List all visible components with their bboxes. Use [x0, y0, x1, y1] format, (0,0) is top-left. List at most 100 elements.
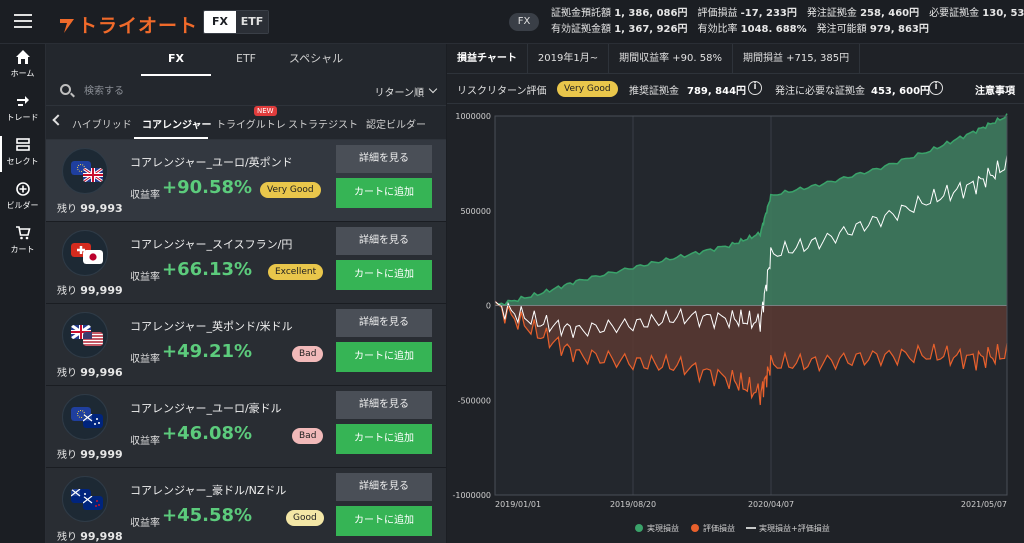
add-to-cart-button[interactable]: カートに追加 — [336, 506, 432, 536]
rating-badge: Bad — [292, 346, 324, 362]
currency-pair-avatar — [62, 148, 108, 194]
chart-panel: 損益チャート 2019年1月~ 期間収益率 +90. 58% 期間損益 +715… — [447, 44, 1024, 543]
nav-home[interactable]: ホーム — [0, 44, 45, 88]
y-tick-label: 500000 — [460, 207, 491, 216]
left-nav: ホーム トレード セレクト ビルダー カート — [0, 44, 46, 543]
return-label: 収益率 — [130, 354, 160, 365]
detail-button[interactable]: 詳細を見る — [336, 391, 432, 419]
stats-row-1: 証拠金預託額 1, 386, 086円 評価損益 -17, 233円 発注証拠金… — [551, 6, 1024, 22]
x-tick-label: 2019/08/20 — [610, 500, 656, 509]
currency-pair-avatar — [62, 312, 108, 358]
mode-toggle: FX ETF — [203, 10, 269, 34]
detail-button[interactable]: 詳細を見る — [336, 145, 432, 173]
info-icon[interactable]: i — [748, 81, 762, 95]
return-label: 収益率 — [130, 518, 160, 529]
home-icon — [0, 49, 45, 67]
current-mode-badge: FX — [509, 13, 539, 31]
tab-special[interactable]: スペシャル — [288, 52, 344, 65]
remaining-count: 残り 99,996 — [57, 366, 123, 379]
return-value: +46.08% — [162, 423, 253, 444]
x-tick-label: 2020/04/07 — [748, 500, 794, 509]
chevron-down-icon[interactable] — [428, 84, 438, 94]
unrealized-line — [494, 300, 1008, 406]
return-value: +45.58% — [162, 505, 253, 526]
cart-icon — [0, 225, 45, 243]
return-value: +90.58% — [162, 177, 253, 198]
required-margin-label: 発注に必要な証拠金 — [775, 86, 865, 97]
legend-swatch — [635, 524, 643, 532]
add-to-cart-button[interactable]: カートに追加 — [336, 424, 432, 454]
account-stats: 証拠金預託額 1, 386, 086円 評価損益 -17, 233円 発注証拠金… — [551, 6, 1024, 38]
stat-unrealized: 評価損益 -17, 233円 — [697, 8, 797, 19]
us-flag-icon — [83, 332, 103, 346]
chart-tabs: 損益チャート 2019年1月~ 期間収益率 +90. 58% 期間損益 +715… — [447, 44, 1024, 74]
menu-icon[interactable] — [14, 14, 32, 28]
legend-swatch — [691, 524, 699, 532]
category-tabs: ハイブリッド コアレンジャー トライグルトレ NEW ストラテジスト 認定ビルダ… — [46, 106, 503, 140]
remaining-count: 残り 99,999 — [57, 284, 123, 297]
realized-area — [495, 113, 1007, 306]
risk-label: リスクリターン評価 — [457, 86, 547, 97]
period-selector[interactable]: 2019年1月~ — [528, 44, 610, 73]
stat-deposit: 証拠金預託額 1, 386, 086円 — [551, 8, 688, 19]
nz-flag-icon — [83, 496, 103, 510]
category-triangle-trade[interactable]: トライグルトレ — [216, 120, 286, 131]
stat-required-margin: 必要証拠金 130, 530円 — [929, 8, 1024, 19]
strategy-card[interactable]: 残り 99,999 コアレンジャー_スイスフラン/円 収益率 +66.13% E… — [46, 222, 446, 304]
nav-cart[interactable]: カート — [0, 220, 45, 264]
nav-builder[interactable]: ビルダー — [0, 176, 45, 220]
detail-button[interactable]: 詳細を見る — [336, 309, 432, 337]
y-tick-label: 1000000 — [455, 112, 491, 121]
strategy-card[interactable]: 残り 99,996 コアレンジャー_英ポンド/米ドル 収益率 +49.21% B… — [46, 304, 446, 386]
chevron-left-icon[interactable] — [52, 114, 64, 126]
nav-select[interactable]: セレクト — [0, 132, 45, 176]
detail-button[interactable]: 詳細を見る — [336, 473, 432, 501]
info-icon[interactable]: i — [929, 81, 943, 95]
strategy-list: 残り 99,993 コアレンジャー_ユーロ/英ポンド 収益率 +90.58% V… — [46, 140, 446, 543]
add-to-cart-button[interactable]: カートに追加 — [336, 178, 432, 208]
stat-order-margin: 発注証拠金 258, 460円 — [806, 8, 920, 19]
strategy-card[interactable]: 残り 99,993 コアレンジャー_ユーロ/英ポンド 収益率 +90.58% V… — [46, 140, 446, 222]
remaining-count: 残り 99,993 — [57, 202, 123, 215]
select-icon — [0, 137, 45, 155]
stat-effective-margin: 有効証拠金額 1, 367, 926円 — [551, 24, 688, 35]
category-certified-builder[interactable]: 認定ビルダー — [366, 120, 426, 131]
mode-etf-button[interactable]: ETF — [236, 11, 268, 33]
nav-trade[interactable]: トレード — [0, 88, 45, 132]
notice-link[interactable]: 注意事項 — [975, 86, 1015, 97]
currency-pair-avatar — [62, 476, 108, 522]
search-icon — [60, 84, 71, 95]
new-badge: NEW — [254, 106, 277, 116]
mode-fx-button[interactable]: FX — [204, 11, 236, 33]
trade-icon — [0, 93, 45, 111]
y-tick-label: 0 — [486, 302, 491, 311]
strategy-card[interactable]: 残り 99,999 コアレンジャー_ユーロ/豪ドル 収益率 +46.08% Ba… — [46, 386, 446, 468]
strategy-name: コアレンジャー_スイスフラン/円 — [130, 238, 293, 251]
search-row: リターン順 — [46, 76, 446, 106]
recommended-margin-value: 789, 844円 — [687, 86, 747, 97]
add-to-cart-button[interactable]: カートに追加 — [336, 342, 432, 372]
category-hybrid[interactable]: ハイブリッド — [72, 120, 132, 131]
return-label: 収益率 — [130, 436, 160, 447]
strategy-card[interactable]: 残り 99,998 コアレンジャー_豪ドル/NZドル 収益率 +45.58% G… — [46, 468, 446, 543]
stat-available: 発注可能額 979, 863円 — [816, 24, 929, 35]
rating-badge: Very Good — [260, 182, 321, 198]
tab-pl-chart[interactable]: 損益チャート — [447, 44, 528, 73]
logo-text: トライオート — [78, 15, 199, 37]
x-tick-label: 2019/01/01 — [495, 500, 541, 509]
return-label: 収益率 — [130, 190, 160, 201]
tab-etf[interactable]: ETF — [236, 52, 256, 65]
search-input[interactable] — [84, 82, 284, 100]
risk-badge: Very Good — [557, 81, 618, 97]
legend-label: 実現損益 — [647, 523, 679, 533]
detail-button[interactable]: 詳細を見る — [336, 227, 432, 255]
add-to-cart-button[interactable]: カートに追加 — [336, 260, 432, 290]
strategy-name: コアレンジャー_英ポンド/米ドル — [130, 320, 293, 333]
category-active-underline — [134, 137, 208, 139]
category-core-ranger[interactable]: コアレンジャー — [142, 120, 212, 131]
category-strategist[interactable]: ストラテジスト — [288, 120, 358, 131]
sort-dropdown[interactable]: リターン順 — [374, 88, 425, 99]
return-label: 収益率 — [130, 272, 160, 283]
logo[interactable]: トライオート — [58, 11, 198, 38]
tab-fx[interactable]: FX — [141, 44, 211, 76]
